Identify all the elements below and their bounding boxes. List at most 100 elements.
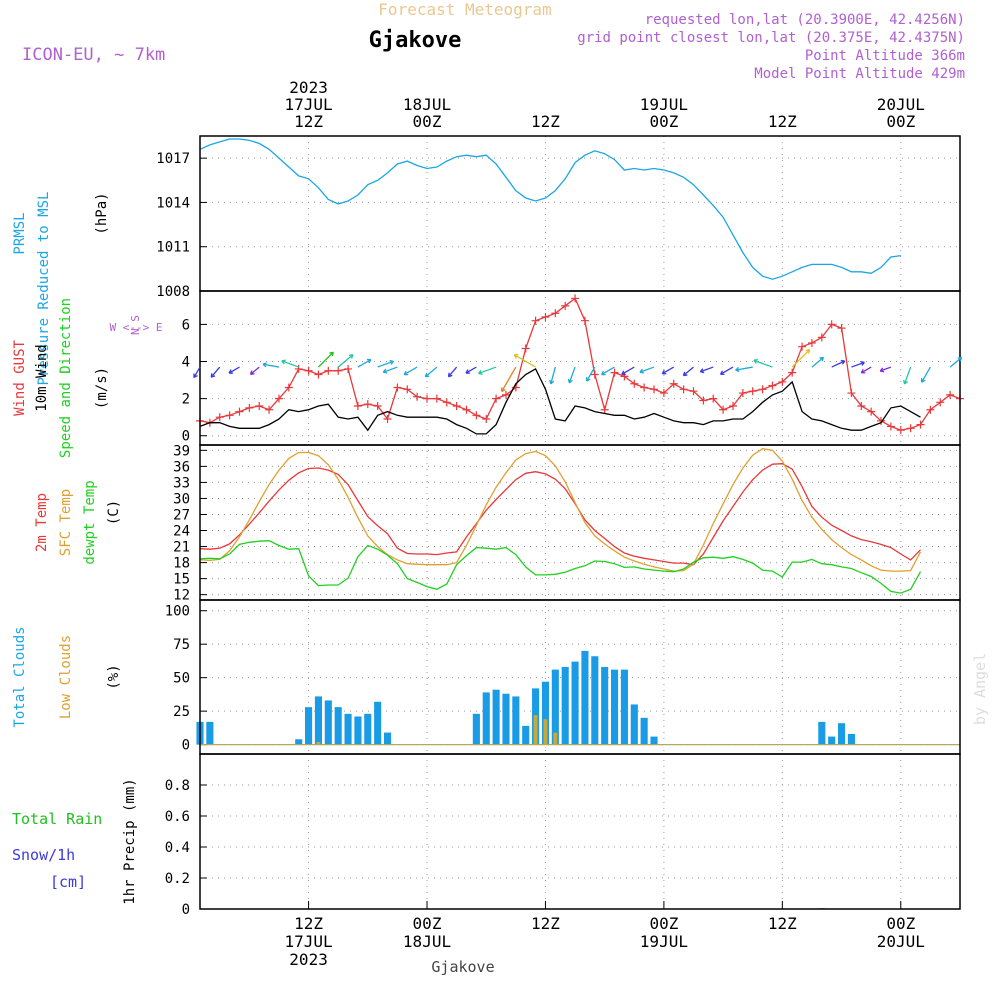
gust-marker (235, 407, 244, 416)
bar-total_clouds (591, 656, 599, 745)
gust-marker (610, 368, 619, 377)
gust-marker (413, 392, 422, 401)
bar-low_clouds (553, 732, 558, 745)
plot-area: 1008 1011 1014 1017 PRMSL Pressure Reduced to… (12, 78, 964, 969)
bar-total_clouds (601, 666, 609, 745)
gust-marker (906, 424, 915, 433)
wind-arrow (501, 366, 517, 393)
model-label: ICON-EU, ~ 7km (22, 45, 165, 65)
bar-total_clouds (561, 666, 569, 745)
gust-marker (334, 366, 343, 375)
bottom-time-label: 12Z (768, 914, 797, 933)
wind-arrow-head (228, 369, 234, 374)
bar-total_clouds (295, 739, 303, 745)
wind-arrow-head (403, 370, 409, 376)
wind-arrow (860, 366, 872, 374)
wind-arrow-head (639, 368, 644, 374)
wind-arrow-head (719, 370, 725, 375)
gust-marker (383, 415, 392, 424)
wind-arrow-head (549, 379, 555, 385)
bar-total_clouds (492, 689, 500, 745)
wind-arrow (661, 366, 675, 375)
wind-arrow-head (329, 351, 334, 357)
wind-arrow-shaft (478, 366, 497, 375)
gust-marker (324, 366, 333, 375)
top-time-label: 17JUL (284, 95, 332, 114)
bar-total_clouds (650, 736, 658, 745)
wind-arrow-head (513, 354, 519, 359)
label-total-clouds: Total Clouds (12, 626, 28, 727)
wind-arrow-head (682, 371, 688, 377)
y-tick-label: 0.4 (165, 840, 190, 856)
top-time-label: 00Z (649, 112, 678, 131)
label-dewpt-temp: dewpt Temp (82, 480, 98, 564)
label-snow: Snow/1h (12, 846, 75, 864)
label-prmsl: PRMSL (12, 212, 28, 254)
label-snow-unit: [cm] (50, 873, 86, 891)
wind-arrow-shaft (424, 366, 438, 378)
wind-arrow (549, 366, 556, 385)
wind-arrow-head (567, 378, 573, 384)
series-wind-gust (199, 297, 961, 431)
gust-marker (442, 398, 451, 407)
wind-arrow-shaft (568, 366, 576, 384)
bar-total_clouds (502, 693, 510, 745)
bar-total_clouds (364, 713, 372, 745)
wind-arrow (879, 366, 892, 373)
series-sfc-temp (199, 448, 922, 572)
gust-marker (946, 390, 955, 399)
label-2m-temp: 2m Temp (34, 493, 50, 552)
bottom-time-label: 18JUL (403, 932, 451, 951)
gust-marker (788, 368, 797, 377)
label-total-rain: Total Rain (12, 810, 102, 828)
label-low-clouds: Low Clouds (58, 635, 74, 719)
gust-marker (541, 312, 550, 321)
panel-border (199, 753, 961, 910)
footer-location: Gjakove (431, 958, 494, 976)
wind-arrow-head (249, 370, 255, 376)
bar-total_clouds (472, 713, 480, 745)
wind-arrow-head (348, 354, 354, 359)
bar-total_clouds (324, 700, 332, 745)
bar-low_clouds (533, 715, 538, 745)
gust-marker (709, 394, 718, 403)
gust-marker (748, 387, 757, 396)
wind-arrow (193, 366, 201, 379)
y-tick-label: 1017 (156, 151, 190, 167)
bottom-time-label: 12Z (531, 914, 560, 933)
wind-arrow-head (753, 358, 758, 364)
wind-arrow-shaft (513, 354, 536, 368)
wind-arrow-shaft (281, 360, 299, 368)
compass-ns: N S (129, 315, 142, 335)
wind-arrow (600, 366, 615, 376)
label-unit: (C) (106, 500, 122, 525)
wind-arrow (791, 349, 811, 368)
bar-total_clouds (512, 696, 520, 745)
y-tick-label: 0.6 (165, 809, 190, 825)
y-tick-label: 18 (173, 556, 190, 572)
wind-arrow-shaft (791, 349, 811, 368)
gust-marker (650, 385, 659, 394)
y-tick-label: 33 (173, 475, 190, 491)
bar-total_clouds (522, 725, 530, 745)
wind-arrow-shaft (193, 366, 201, 378)
gust-marker (689, 387, 698, 396)
wind-arrow (811, 356, 825, 368)
gust-marker (423, 394, 432, 403)
panel-pressure: 1008 1011 1014 1017 PRMSL Pressure Reduced to… (12, 135, 961, 386)
wind-arrow-head (860, 368, 866, 374)
bar-total_clouds (374, 701, 382, 745)
gust-marker (255, 402, 264, 411)
label-pressure-msl: Pressure Reduced to MSL (36, 192, 52, 386)
wind-arrow-head (903, 379, 909, 385)
y-tick-label: 4 (182, 355, 190, 371)
label-unit: (%) (106, 664, 122, 689)
bar-total_clouds (630, 704, 638, 745)
panel-precip: 0 0.2 0.4 0.6 0.8 Total Rain Snow/1h [cm] 1hr Pr… (12, 753, 961, 918)
gust-marker (344, 364, 353, 373)
bar-total_clouds (818, 721, 826, 745)
top-time-label: 12Z (768, 112, 797, 131)
y-tick-label: 1011 (156, 240, 190, 256)
wind-arrow-shaft (700, 366, 714, 373)
bottom-time-label: 12Z (294, 914, 323, 933)
